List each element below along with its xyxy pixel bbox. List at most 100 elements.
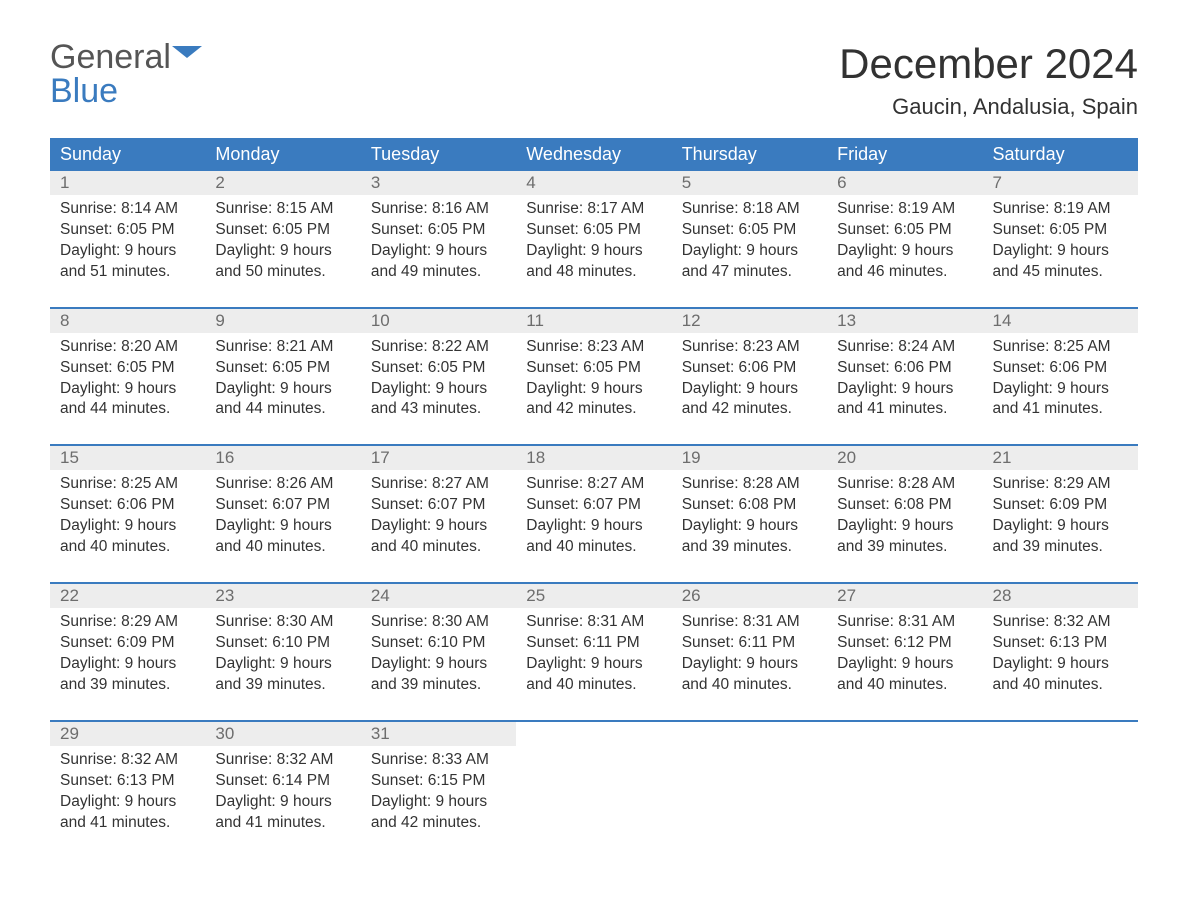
col-friday: Friday — [827, 138, 982, 171]
sunrise-line: Sunrise: 8:25 AM — [60, 475, 178, 492]
sunset-line: Sunset: 6:05 PM — [526, 359, 641, 376]
sunrise-line: Sunrise: 8:27 AM — [526, 475, 644, 492]
day-number-cell: 16 — [205, 446, 360, 470]
day-data-cell: Sunrise: 8:18 AMSunset: 6:05 PMDaylight:… — [672, 195, 827, 307]
sunset-line: Sunset: 6:13 PM — [993, 634, 1108, 651]
day-number-row: 1234567 — [50, 171, 1138, 195]
day-data-cell: Sunrise: 8:23 AM Sunset: 6:06 PM Daylight:… — [672, 333, 827, 445]
daylight-line: Daylight: 9 hours and 41 minutes. — [837, 380, 953, 418]
sunset-line: Sunset: 6:06 PM — [993, 359, 1108, 376]
day-data-cell: Sunrise: 8:26 AMSunset: 6:07 PMDaylight:… — [205, 470, 360, 582]
day-data-cell: Sunrise: 8:14 AMSunset: 6:05 PMDaylight:… — [50, 195, 205, 307]
sunrise-line: Sunrise: 8:29 AM — [993, 475, 1111, 492]
day-data-row: Sunrise: 8:20 AMSunset: 6:05 PMDaylight:… — [50, 333, 1138, 445]
daylight-line: Daylight: 9 hours and 39 minutes. — [837, 517, 953, 555]
day-number-cell: 27 — [827, 584, 982, 608]
sunrise-line: Sunrise: 8:33 AM — [371, 751, 489, 768]
sunset-line: Sunset: 6:06 PM — [60, 496, 175, 513]
sunrise-line: Sunrise: 8:32 AM — [215, 751, 333, 768]
sunrise-line: Sunrise: 8:31 AM — [526, 613, 644, 630]
sunset-line: Sunset: 6:10 PM — [215, 634, 330, 651]
day-data-cell: Sunrise: 8:25 AM Sunset: 6:06 PM Daylight:… — [50, 470, 205, 582]
daylight-line: Daylight: 9 hours and 41 minutes. — [60, 793, 176, 831]
day-data-cell: Sunrise: 8:30 AMSunset: 6:10 PMDaylight:… — [205, 608, 360, 720]
sunset-line: Sunset: 6:07 PM — [215, 496, 330, 513]
daylight-line: Daylight: 9 hours and 48 minutes. — [526, 242, 642, 280]
day-data-cell: Sunrise: 8:28 AMSunset: 6:08 PMDaylight:… — [672, 470, 827, 582]
day-number-cell: 21 — [983, 446, 1138, 470]
sunset-line: Sunset: 6:14 PM — [215, 772, 330, 789]
day-number-row: 293031 — [50, 722, 1138, 746]
sunset-line: Sunset: 6:11 PM — [526, 634, 639, 651]
day-data-cell: Sunrise: 8:31 AMSunset: 6:11 PMDaylight:… — [672, 608, 827, 720]
title-block: December 2024 Gaucin, Andalusia, Spain — [839, 40, 1138, 120]
day-number-cell: 4 — [516, 171, 671, 195]
sunrise-line: Sunrise: 8:31 AM — [682, 613, 800, 630]
sunset-line: Sunset: 6:05 PM — [526, 221, 641, 238]
col-saturday: Saturday — [983, 138, 1138, 171]
daylight-line: Daylight: 9 hours and 40 minutes. — [682, 655, 798, 693]
day-number-row: 22232425262728 — [50, 584, 1138, 608]
day-number-cell — [516, 722, 671, 746]
day-number-cell: 3 — [361, 171, 516, 195]
sunrise-line: Sunrise: 8:16 AM — [371, 200, 489, 217]
day-data-cell — [983, 746, 1138, 844]
sunrise-line: Sunrise: 8:31 AM — [837, 613, 955, 630]
daylight-line: Daylight: 9 hours and 40 minutes. — [837, 655, 953, 693]
daylight-line: Daylight: 9 hours and 49 minutes. — [371, 242, 487, 280]
sunrise-line: Sunrise: 8:30 AM — [215, 613, 333, 630]
col-tuesday: Tuesday — [361, 138, 516, 171]
day-number-cell: 1 — [50, 171, 205, 195]
sunset-line: Sunset: 6:10 PM — [371, 634, 486, 651]
sunrise-line: Sunrise: 8:21 AM — [215, 338, 333, 355]
day-data-cell: Sunrise: 8:32 AMSunset: 6:13 PMDaylight:… — [983, 608, 1138, 720]
col-monday: Monday — [205, 138, 360, 171]
day-data-cell: Sunrise: 8:19 AMSunset: 6:05 PMDaylight:… — [827, 195, 982, 307]
day-data-cell — [516, 746, 671, 844]
day-data-cell: Sunrise: 8:15 AMSunset: 6:05 PMDaylight:… — [205, 195, 360, 307]
daylight-line: Daylight: 9 hours and 44 minutes. — [215, 380, 331, 418]
month-title: December 2024 — [839, 40, 1138, 88]
day-data-cell: Sunrise: 8:33 AMSunset: 6:15 PMDaylight:… — [361, 746, 516, 844]
sunset-line: Sunset: 6:06 PM — [682, 359, 797, 376]
sunset-line: Sunset: 6:05 PM — [993, 221, 1108, 238]
day-number-cell: 9 — [205, 309, 360, 333]
brand-part2: Blue — [50, 72, 118, 110]
day-data-cell: Sunrise: 8:25 AMSunset: 6:06 PMDaylight:… — [983, 333, 1138, 445]
calendar-body: 1234567Sunrise: 8:14 AMSunset: 6:05 PMDa… — [50, 171, 1138, 843]
sunrise-line: Sunrise: 8:17 AM — [526, 200, 644, 217]
day-number-cell: 25 — [516, 584, 671, 608]
brand-logo: General Blue — [50, 40, 206, 108]
sunset-line: Sunset: 6:07 PM — [371, 496, 486, 513]
sunset-line: Sunset: 6:09 PM — [60, 634, 175, 651]
day-number-cell: 7 — [983, 171, 1138, 195]
day-number-cell: 24 — [361, 584, 516, 608]
day-number-cell: 22 — [50, 584, 205, 608]
daylight-line: Daylight: 9 hours and 42 minutes. — [682, 380, 798, 418]
daylight-line: Daylight: 9 hours and 47 minutes. — [682, 242, 798, 280]
sunset-line: Sunset: 6:08 PM — [837, 496, 952, 513]
day-number-cell: 26 — [672, 584, 827, 608]
day-data-cell: Sunrise: 8:24 AMSunset: 6:06 PMDaylight:… — [827, 333, 982, 445]
day-data-cell: Sunrise: 8:19 AMSunset: 6:05 PMDaylight:… — [983, 195, 1138, 307]
day-data-cell: Sunrise: 8:28 AMSunset: 6:08 PMDaylight:… — [827, 470, 982, 582]
day-number-cell — [983, 722, 1138, 746]
sunrise-line: Sunrise: 8:25 AM — [993, 338, 1111, 355]
daylight-line: Daylight: 9 hours and 40 minutes. — [526, 517, 642, 555]
day-data-row: Sunrise: 8:29 AMSunset: 6:09 PMDaylight:… — [50, 608, 1138, 720]
day-data-cell: Sunrise: 8:31 AM Sunset: 6:12 PM Daylight:… — [827, 608, 982, 720]
sunset-line: Sunset: 6:05 PM — [60, 221, 175, 238]
daylight-line: Daylight: 9 hours and 39 minutes. — [993, 517, 1109, 555]
daylight-line: Daylight: 9 hours and 40 minutes. — [60, 517, 176, 555]
day-number-cell: 30 — [205, 722, 360, 746]
sunrise-line: Sunrise: 8:23 AM — [682, 338, 800, 355]
sunset-line: Sunset: 6:12 PM — [837, 634, 952, 651]
sunrise-line: Sunrise: 8:26 AM — [215, 475, 333, 492]
daylight-line: Daylight: 9 hours and 42 minutes. — [371, 793, 487, 831]
daylight-line: Daylight: 9 hours and 39 minutes. — [371, 655, 487, 693]
col-sunday: Sunday — [50, 138, 205, 171]
sunset-line: Sunset: 6:09 PM — [993, 496, 1108, 513]
sunset-line: Sunset: 6:08 PM — [682, 496, 797, 513]
sunrise-line: Sunrise: 8:23 AM — [526, 338, 644, 355]
sunset-line: Sunset: 6:05 PM — [837, 221, 952, 238]
